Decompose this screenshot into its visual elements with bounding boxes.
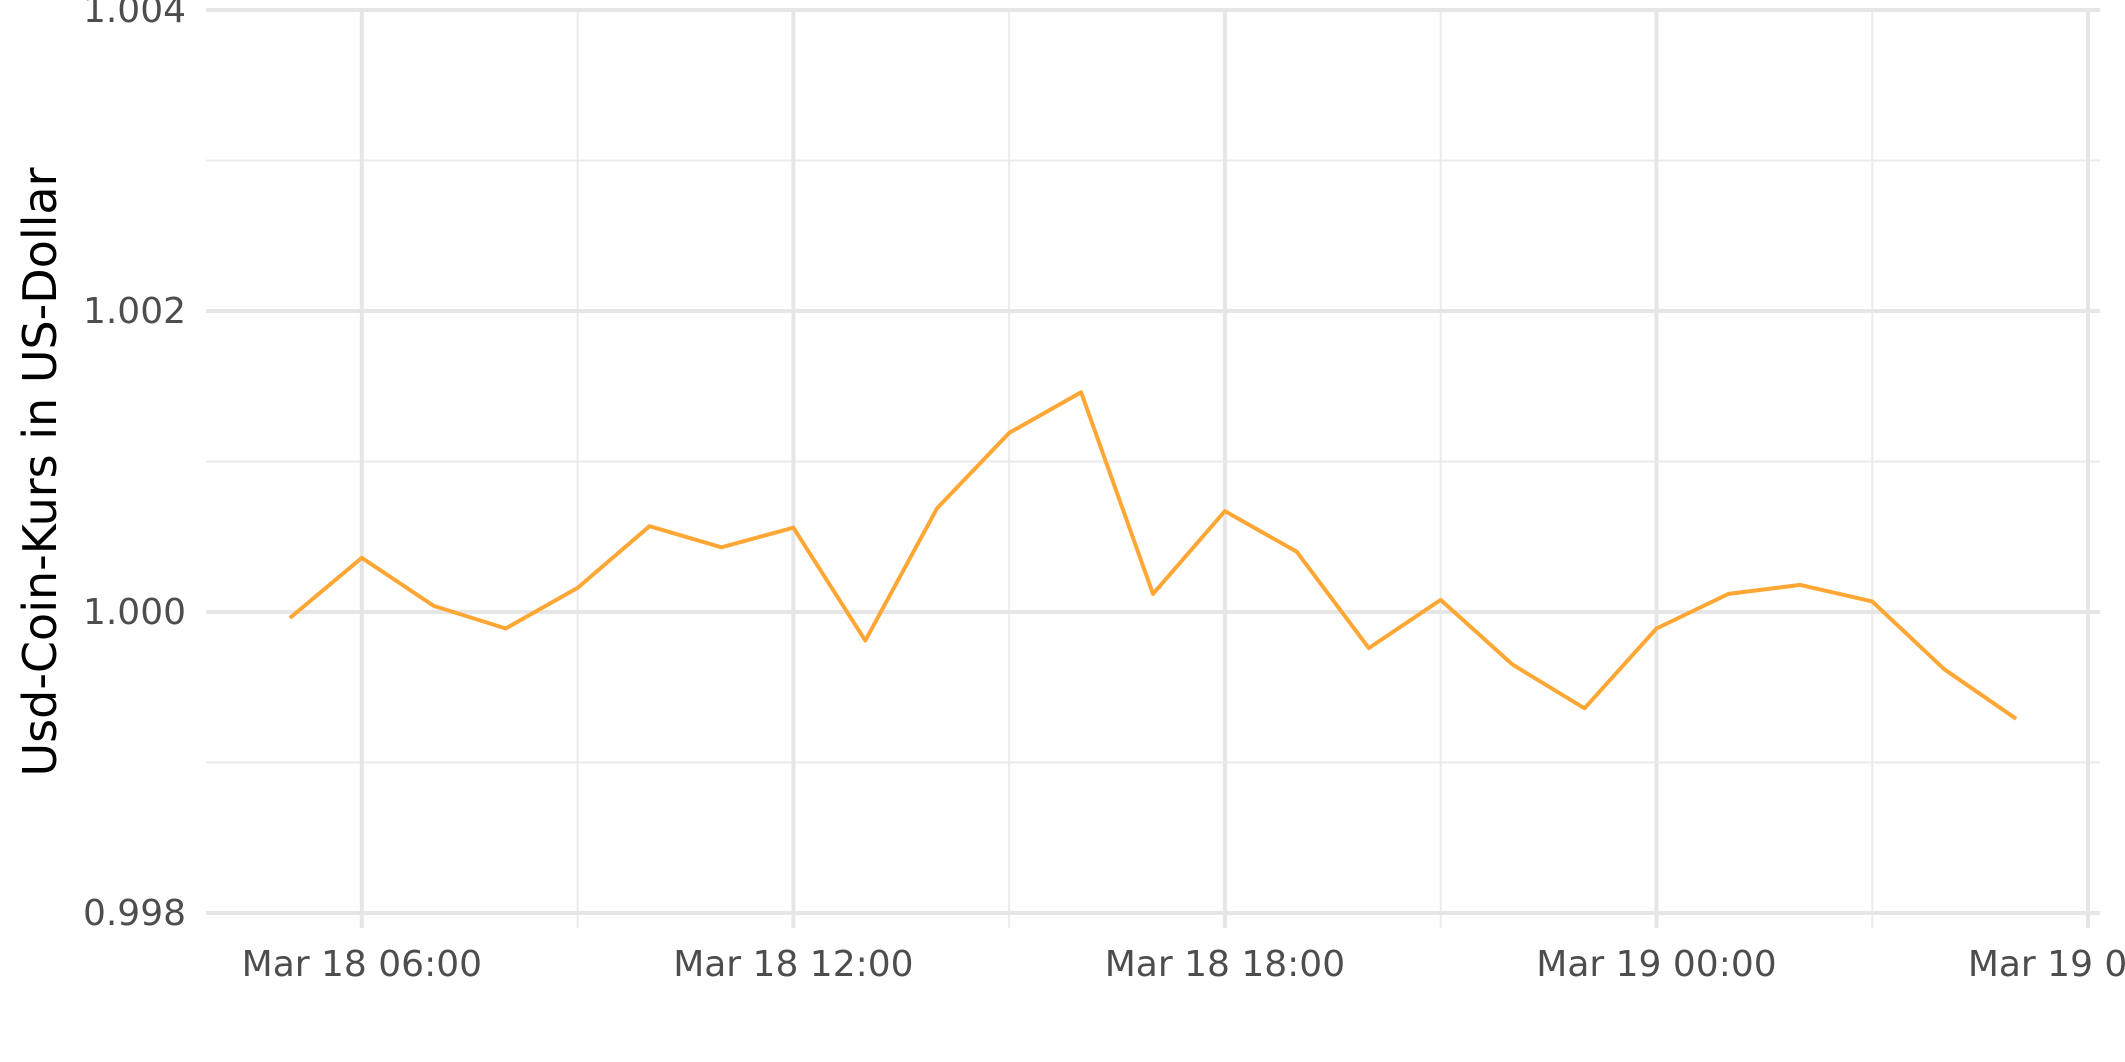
y-axis-ticks: 0.998 1.000 1.002 1.004: [83, 0, 186, 934]
x-tick-label: Mar 18 12:00: [673, 944, 913, 985]
minor-gridlines: [206, 10, 2100, 928]
x-tick-label: Mar 18 06:00: [242, 944, 482, 985]
major-gridlines: [206, 8, 2100, 928]
y-tick-label: 1.004: [83, 0, 186, 31]
y-tick-label: 1.002: [83, 291, 186, 332]
x-axis-ticks: Mar 18 06:00 Mar 18 12:00 Mar 18 18:00 Mar …: [242, 944, 2125, 985]
y-axis-title: Usd-Coin-Kurs in US-Dollar: [13, 167, 67, 776]
x-tick-label: Mar 19 06:00: [1968, 944, 2125, 985]
y-tick-label: 1.000: [83, 592, 186, 633]
x-tick-label: Mar 19 00:00: [1536, 944, 1776, 985]
y-tick-label: 0.998: [83, 893, 186, 934]
x-tick-label: Mar 18 18:00: [1105, 944, 1345, 985]
usdc-price-line: [288, 390, 2018, 721]
